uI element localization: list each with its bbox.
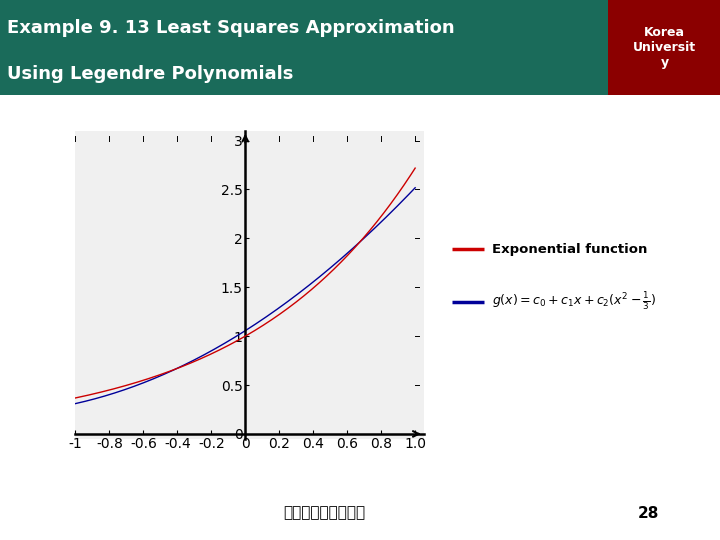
Text: Using Legendre Polynomials: Using Legendre Polynomials <box>7 65 294 83</box>
Text: 음성정보처리연구실: 음성정보처리연구실 <box>283 505 365 521</box>
Text: 28: 28 <box>637 505 659 521</box>
Text: Exponential function: Exponential function <box>492 243 647 256</box>
Text: $g(x) = c_0 + c_1 x + c_2(x^2 - \frac{1}{3})$: $g(x) = c_0 + c_1 x + c_2(x^2 - \frac{1}… <box>492 291 656 313</box>
Text: Korea
Universit
y: Korea Universit y <box>633 26 696 69</box>
Bar <box>608 0 720 94</box>
Text: Example 9. 13 Least Squares Approximation: Example 9. 13 Least Squares Approximatio… <box>7 19 455 37</box>
Bar <box>0 0 608 94</box>
